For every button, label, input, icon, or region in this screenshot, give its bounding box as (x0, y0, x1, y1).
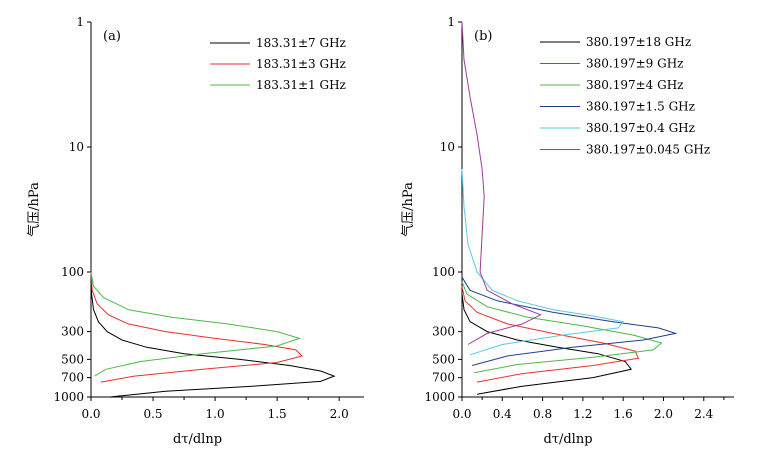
x-tick-label: 2.0 (330, 407, 349, 421)
panel-label: (b) (474, 29, 492, 44)
y-axis-label: 气压/hPa (400, 182, 416, 237)
series-line-3 (461, 281, 663, 374)
y-tick-label: 1000 (424, 390, 455, 404)
y-tick-label: 1 (447, 15, 455, 29)
series-line-1 (90, 271, 336, 398)
legend-entry: 380.197±18 GHz (586, 35, 691, 49)
y-axis-label: 气压/hPa (26, 182, 42, 237)
y-tick-label: 300 (432, 325, 455, 339)
legend-entry: 380.197±0.045 GHz (586, 143, 710, 157)
legend-entry: 380.197±4 GHz (586, 78, 684, 92)
x-tick-label: 2.4 (694, 407, 713, 421)
y-tick-label: 10 (69, 140, 84, 154)
panel-a: 1 10 100 300 500 700 1000 0.0 0.5 1.0 1.5 2.0 dτ/dln… (26, 15, 364, 447)
x-tick-label: 1.6 (614, 407, 633, 421)
y-tick-label: 300 (61, 325, 84, 339)
x-tick-label: 2.0 (654, 407, 673, 421)
x-tick-label: 1.5 (268, 407, 287, 421)
x-axis-label: dτ/dlnp (543, 432, 592, 447)
panel-label: (a) (103, 29, 121, 44)
series-line-6 (461, 21, 542, 345)
y-tick-label: 100 (61, 265, 84, 279)
legend-entry: 183.31±1 GHz (256, 78, 346, 92)
series-line-2 (90, 271, 303, 383)
x-tick-label: 0.4 (493, 407, 512, 421)
x-axis-label: dτ/dlnp (173, 432, 222, 447)
x-tick-label: 0.0 (452, 407, 471, 421)
x-tick-label: 0.0 (81, 407, 100, 421)
legend-entry: 183.31±3 GHz (256, 57, 346, 71)
series-line-3 (90, 271, 302, 377)
panel-b: 1 10 100 300 500 700 1000 0.0 0.4 0.8 1.2 1.6 2.0 2.4… (400, 15, 734, 447)
legend-entry: 183.31±7 GHz (256, 36, 346, 50)
y-tick-label: 1 (76, 15, 84, 29)
x-tick-label: 1.0 (206, 407, 225, 421)
series-line-4 (461, 276, 678, 366)
y-tick-label: 1000 (53, 390, 84, 404)
x-tick-label: 1.2 (573, 407, 592, 421)
series-line-1 (461, 293, 633, 395)
y-tick-label: 500 (61, 352, 84, 366)
series-line-5 (461, 168, 625, 356)
y-tick-label: 100 (432, 265, 455, 279)
y-tick-label: 10 (440, 140, 455, 154)
x-tick-label: 0.8 (533, 407, 552, 421)
series-line-2 (461, 286, 640, 383)
x-tick-label: 0.5 (143, 407, 162, 421)
y-tick-label: 700 (432, 371, 455, 385)
y-tick-label: 700 (61, 371, 84, 385)
legend-entry: 380.197±0.4 GHz (586, 121, 695, 135)
y-tick-label: 500 (432, 352, 455, 366)
legend-entry: 380.197±9 GHz (586, 57, 684, 71)
legend-entry: 380.197±1.5 GHz (586, 100, 695, 114)
